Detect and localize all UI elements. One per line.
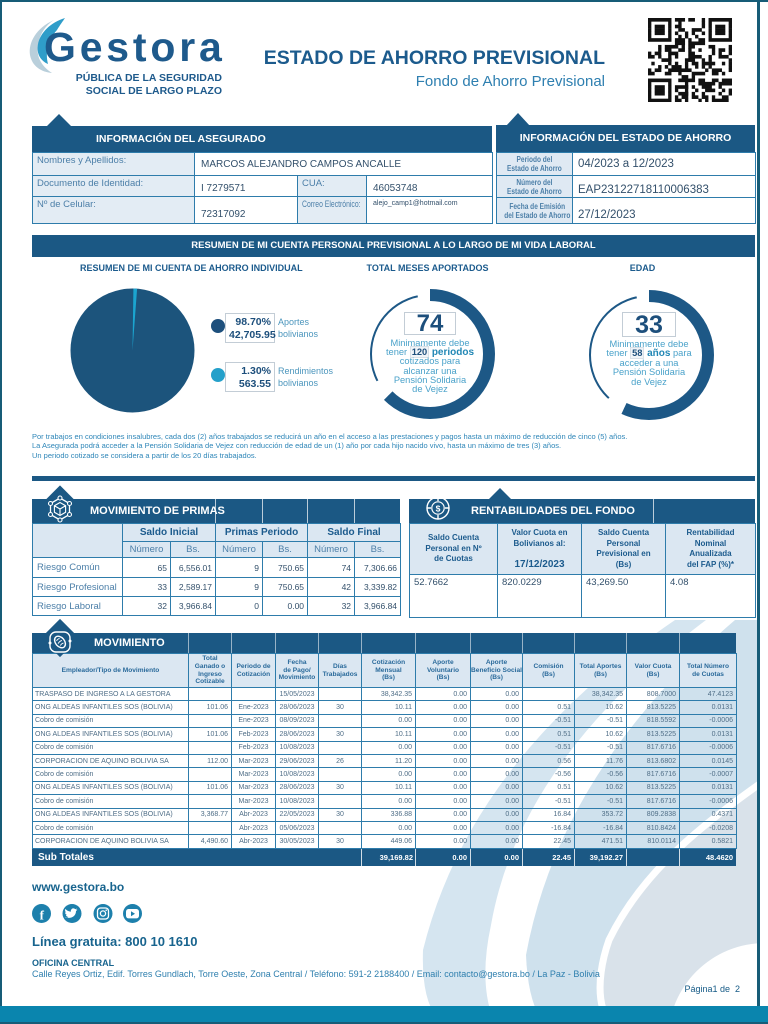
svg-text:$: $ [436, 504, 441, 514]
svg-text:f: f [40, 907, 45, 922]
